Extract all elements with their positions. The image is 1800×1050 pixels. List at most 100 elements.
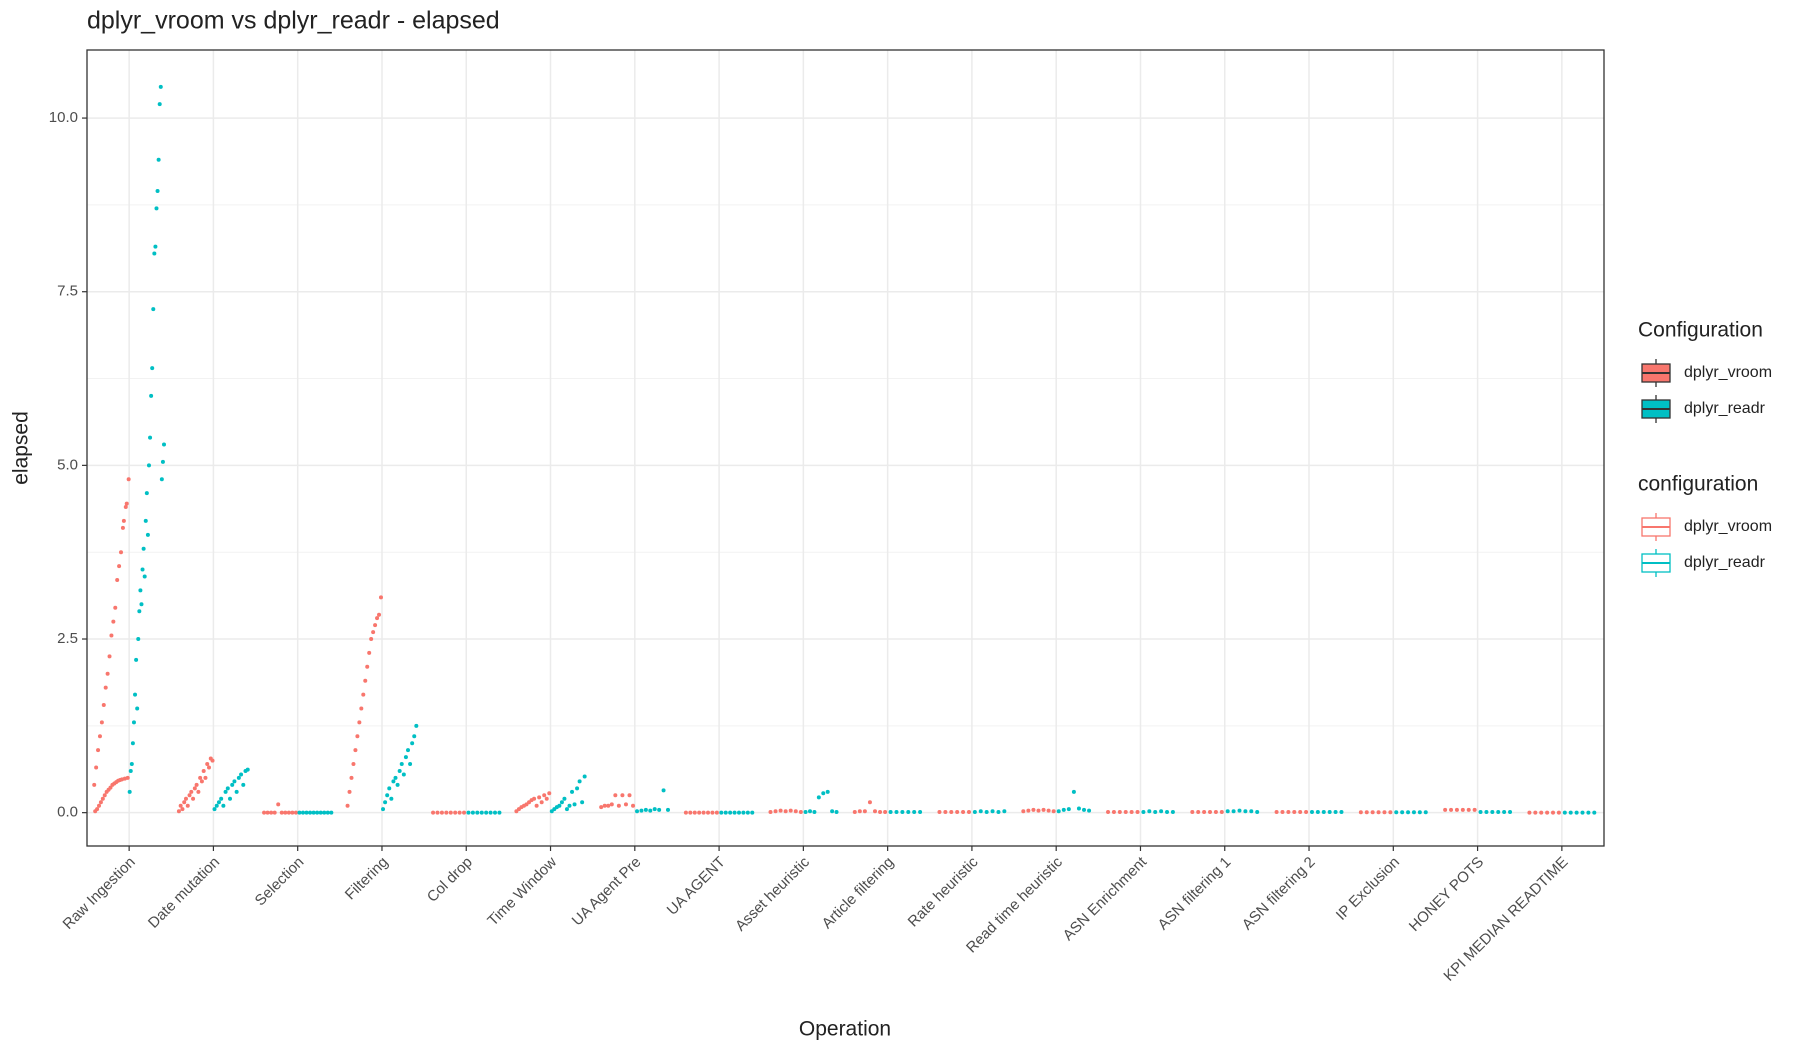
point bbox=[1286, 809, 1291, 814]
point bbox=[206, 765, 211, 770]
point bbox=[812, 809, 817, 814]
point bbox=[399, 762, 404, 767]
point bbox=[1411, 810, 1416, 815]
point bbox=[1490, 809, 1495, 814]
point bbox=[381, 807, 386, 812]
point bbox=[198, 775, 203, 780]
point bbox=[616, 803, 621, 808]
point bbox=[714, 810, 719, 815]
point bbox=[1382, 810, 1387, 815]
point bbox=[978, 809, 983, 814]
point bbox=[135, 706, 140, 711]
point bbox=[107, 654, 112, 659]
point bbox=[279, 810, 284, 815]
point bbox=[745, 810, 750, 815]
point bbox=[728, 810, 733, 815]
point bbox=[1466, 807, 1471, 812]
point bbox=[470, 810, 475, 815]
point bbox=[706, 810, 711, 815]
point bbox=[375, 616, 380, 621]
point bbox=[355, 734, 360, 739]
point bbox=[984, 809, 989, 814]
point bbox=[126, 477, 131, 482]
point bbox=[194, 782, 199, 787]
point bbox=[652, 807, 657, 812]
point bbox=[154, 206, 159, 211]
point bbox=[290, 810, 295, 815]
point bbox=[783, 809, 788, 814]
point bbox=[223, 789, 228, 794]
point bbox=[159, 477, 164, 482]
point bbox=[158, 84, 163, 89]
point bbox=[955, 809, 960, 814]
point bbox=[1046, 808, 1051, 813]
point bbox=[732, 810, 737, 815]
point bbox=[639, 808, 644, 813]
point bbox=[1196, 809, 1201, 814]
point bbox=[359, 706, 364, 711]
point bbox=[214, 803, 219, 808]
point bbox=[178, 803, 183, 808]
point bbox=[1358, 810, 1363, 815]
point bbox=[834, 809, 839, 814]
point bbox=[966, 809, 971, 814]
point bbox=[145, 532, 150, 537]
point bbox=[606, 803, 611, 808]
point bbox=[113, 605, 118, 610]
point bbox=[103, 685, 108, 690]
point bbox=[153, 244, 158, 249]
point bbox=[1280, 809, 1285, 814]
point bbox=[378, 595, 383, 600]
point bbox=[1568, 810, 1573, 815]
point bbox=[387, 786, 392, 791]
point bbox=[129, 762, 134, 767]
point bbox=[142, 574, 147, 579]
point bbox=[1333, 809, 1338, 814]
y-tick-label: 7.5 bbox=[57, 283, 78, 300]
point bbox=[683, 810, 688, 815]
point bbox=[990, 809, 995, 814]
point bbox=[972, 809, 977, 814]
point bbox=[1364, 810, 1369, 815]
point bbox=[1066, 807, 1071, 812]
point bbox=[131, 720, 136, 725]
point bbox=[1111, 809, 1116, 814]
point bbox=[825, 789, 830, 794]
point bbox=[1165, 809, 1170, 814]
point bbox=[1502, 809, 1507, 814]
point bbox=[643, 807, 648, 812]
point bbox=[304, 810, 309, 815]
point bbox=[262, 810, 267, 815]
point bbox=[1484, 809, 1489, 814]
point bbox=[1454, 807, 1459, 812]
point bbox=[393, 775, 398, 780]
point bbox=[1556, 810, 1561, 815]
point bbox=[534, 803, 539, 808]
point bbox=[1417, 810, 1422, 815]
point bbox=[439, 810, 444, 815]
point bbox=[773, 809, 778, 814]
point bbox=[807, 809, 812, 814]
point bbox=[448, 810, 453, 815]
point bbox=[1123, 809, 1128, 814]
marks bbox=[92, 84, 1597, 815]
point bbox=[949, 809, 954, 814]
point bbox=[97, 803, 102, 808]
point bbox=[741, 810, 746, 815]
point bbox=[943, 809, 948, 814]
point bbox=[830, 809, 835, 814]
point bbox=[212, 807, 217, 812]
legend-label: dplyr_readr bbox=[1684, 400, 1766, 417]
point bbox=[353, 748, 358, 753]
point bbox=[1087, 808, 1092, 813]
point bbox=[1478, 809, 1483, 814]
point bbox=[697, 810, 702, 815]
point bbox=[900, 809, 905, 814]
point bbox=[575, 786, 580, 791]
point bbox=[124, 501, 129, 506]
point bbox=[688, 810, 693, 815]
point bbox=[627, 793, 632, 798]
point bbox=[216, 800, 221, 805]
